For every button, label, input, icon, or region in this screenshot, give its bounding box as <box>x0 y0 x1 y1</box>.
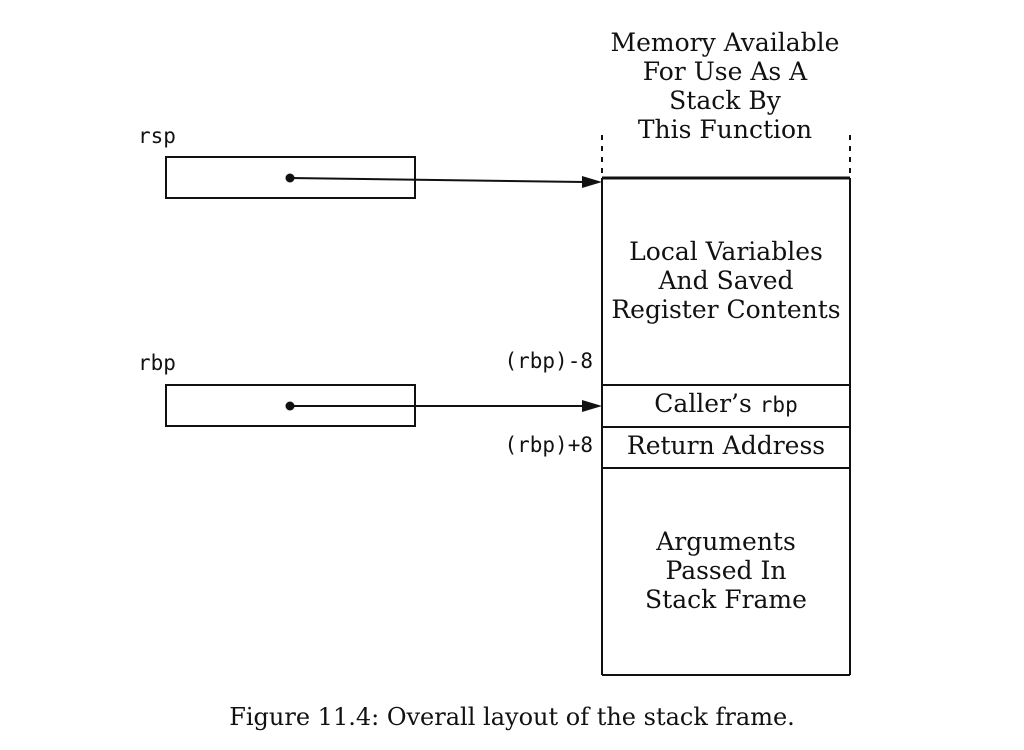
arguments-cell: Arguments Passed In Stack Frame <box>645 527 807 614</box>
rsp-register-label: rsp <box>138 124 176 148</box>
figure-caption: Figure 11.4: Overall layout of the stack… <box>229 703 795 731</box>
rsp-arrowhead <box>582 176 602 188</box>
memory-available-label: Memory Available For Use As A Stack By T… <box>610 28 840 144</box>
callers-rbp-cell: Caller’s rbp <box>602 389 850 420</box>
callers-rbp-prefix: Caller’s <box>654 389 760 418</box>
return-address-cell: Return Address <box>626 431 826 460</box>
rbp-arrowhead <box>582 400 602 412</box>
rbp-register-label: rbp <box>138 351 176 375</box>
rsp-pointer-line <box>289 177 585 183</box>
offset-rbp-plus-8: (rbp)+8 <box>504 433 593 457</box>
rsp-register-box <box>165 156 416 199</box>
offset-rbp-minus-8: (rbp)-8 <box>504 349 593 373</box>
local-variables-cell: Local Variables And Saved Register Conte… <box>611 237 841 324</box>
callers-rbp-register: rbp <box>759 393 798 417</box>
